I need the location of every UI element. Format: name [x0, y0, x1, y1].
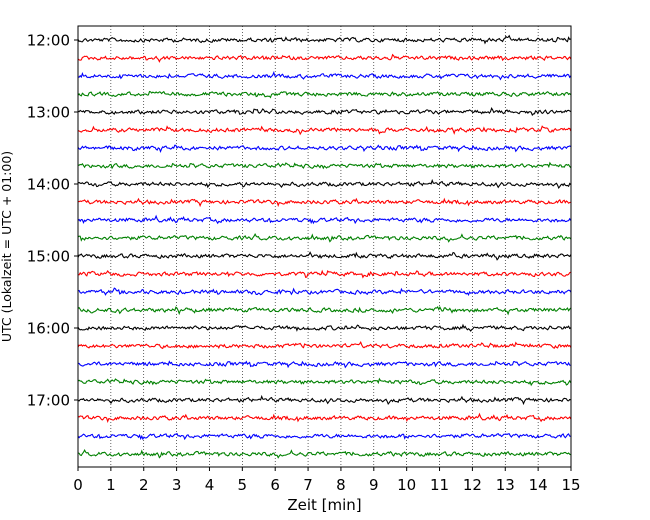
x-tick-label: 12 — [463, 476, 482, 494]
trace-line — [77, 412, 572, 423]
trace-line — [77, 269, 572, 279]
x-tick-label: 13 — [496, 476, 515, 494]
x-tick-label: 10 — [397, 476, 416, 494]
seismic-traces — [77, 34, 572, 459]
y-axis-ticks: 12:00 13:00 14:00 15:00 16:00 17:00 — [27, 32, 78, 410]
trace-line — [77, 178, 572, 190]
x-tick-label: 15 — [561, 476, 580, 494]
trace-line — [77, 432, 571, 441]
x-axis-ticks: 0 1 2 3 4 5 6 7 8 9 10 11 12 13 14 15 — [73, 467, 581, 494]
trace-line — [77, 125, 572, 136]
trace-line — [77, 251, 572, 261]
y-tick-label: 12:00 — [27, 32, 70, 50]
x-tick-label: 6 — [270, 476, 280, 494]
trace-line — [77, 34, 572, 45]
trace-line — [77, 377, 572, 387]
plot-frame — [77, 25, 572, 468]
trace-line — [77, 90, 572, 99]
trace-line — [77, 233, 572, 243]
trace-line — [77, 53, 572, 63]
trace-line — [77, 287, 572, 297]
y-tick-label: 14:00 — [27, 176, 70, 194]
y-tick-label: 13:00 — [27, 104, 70, 122]
x-tick-label: 2 — [139, 476, 149, 494]
x-tick-label: 9 — [369, 476, 379, 494]
trace-line — [77, 70, 572, 81]
x-tick-label: 5 — [238, 476, 248, 494]
trace-line — [77, 305, 572, 316]
x-tick-label: 14 — [529, 476, 548, 494]
x-tick-label: 0 — [73, 476, 83, 494]
trace-line — [77, 360, 571, 369]
x-axis-label: Zeit [min] — [287, 496, 361, 514]
trace-line — [77, 214, 572, 225]
x-tick-label: 11 — [430, 476, 449, 494]
y-tick-label: 15:00 — [27, 248, 70, 266]
x-tick-label: 7 — [303, 476, 313, 494]
trace-line — [77, 161, 572, 170]
y-axis-label: UTC (Lokalzeit = UTC + 01:00) — [0, 151, 14, 342]
x-tick-label: 8 — [336, 476, 346, 494]
trace-line — [77, 107, 572, 116]
trace-line — [77, 323, 572, 332]
trace-line — [77, 144, 572, 154]
y-tick-label: 17:00 — [27, 392, 70, 410]
trace-line — [77, 449, 571, 459]
trace-line — [77, 197, 571, 208]
y-tick-label: 16:00 — [27, 320, 70, 338]
trace-line — [77, 341, 572, 350]
x-tick-label: 1 — [106, 476, 116, 494]
trace-line — [77, 394, 571, 406]
x-tick-label: 3 — [172, 476, 182, 494]
x-tick-label: 4 — [205, 476, 215, 494]
